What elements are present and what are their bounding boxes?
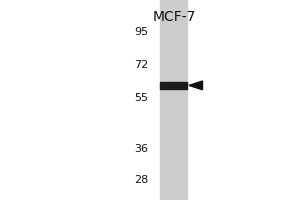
- Text: 95: 95: [134, 27, 148, 37]
- Text: 72: 72: [134, 60, 148, 70]
- Text: 55: 55: [134, 93, 148, 103]
- Bar: [160, 82, 188, 89]
- Polygon shape: [189, 81, 202, 90]
- Text: 36: 36: [134, 144, 148, 154]
- Text: MCF-7: MCF-7: [152, 10, 196, 24]
- Text: 28: 28: [134, 175, 148, 185]
- Bar: [160, 0, 188, 200]
